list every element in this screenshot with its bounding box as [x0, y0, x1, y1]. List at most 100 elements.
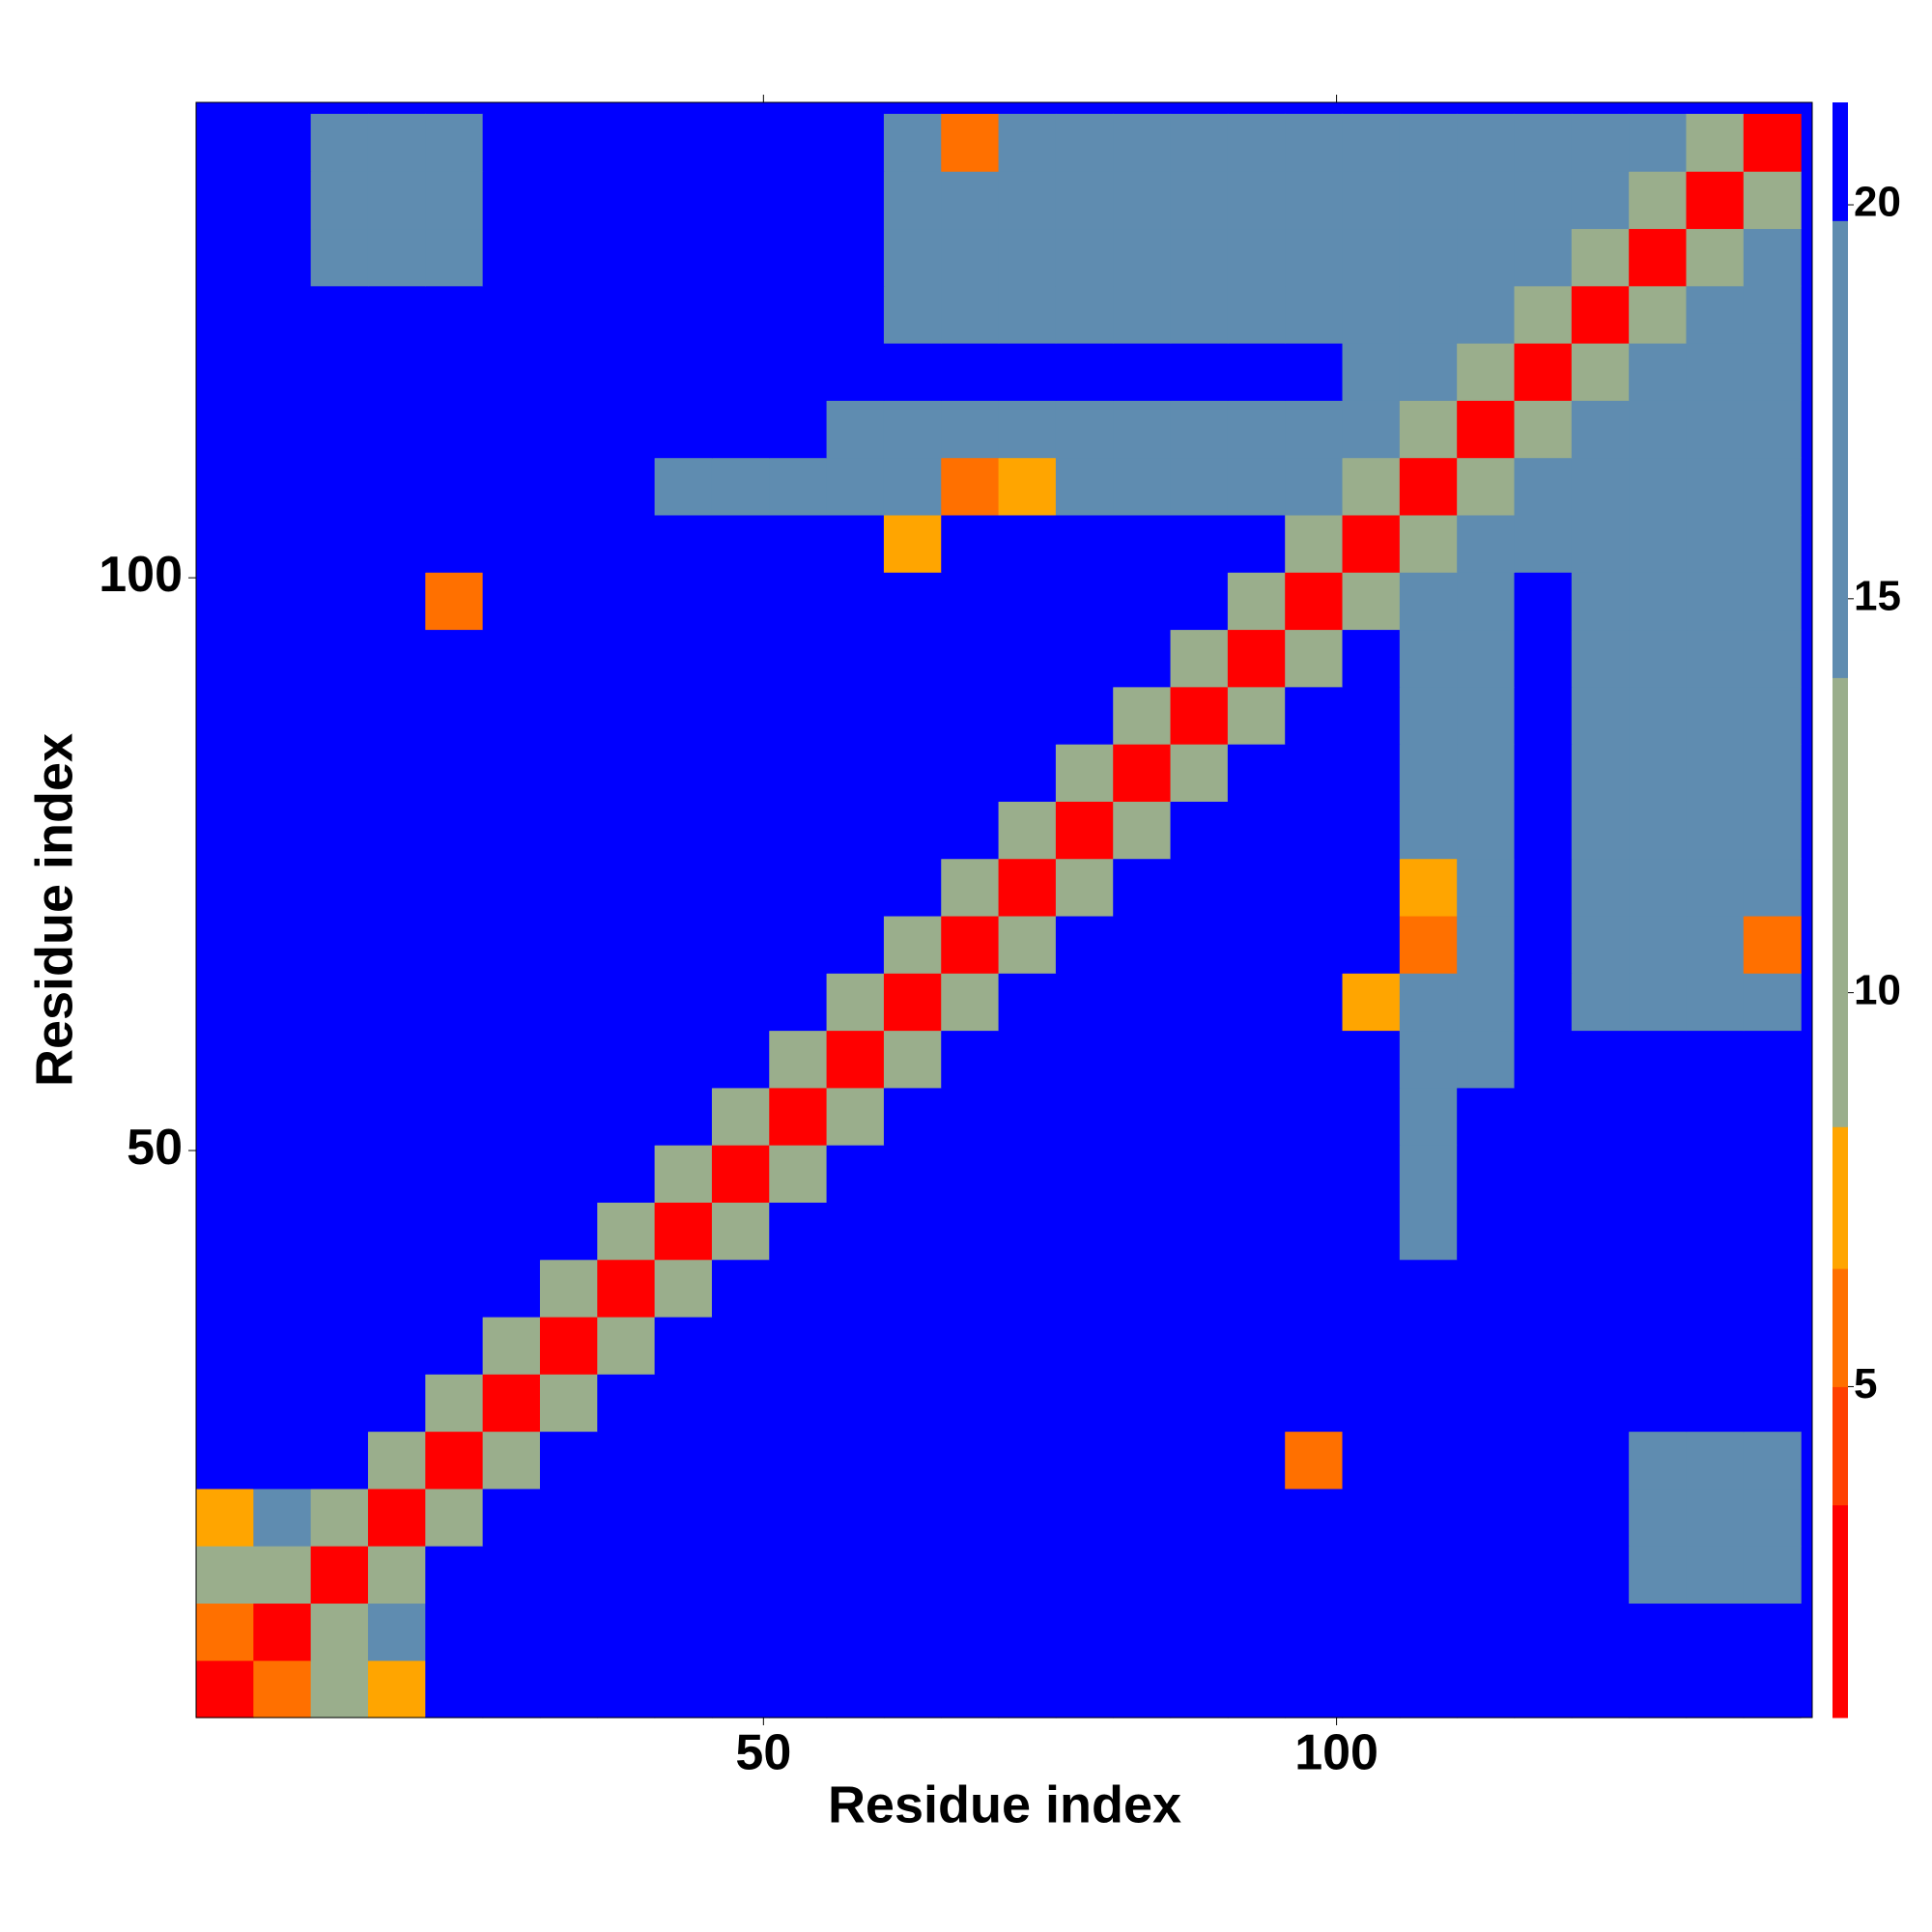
- heatmap-cell: [998, 113, 1057, 172]
- heatmap-cell: [1514, 1546, 1573, 1605]
- heatmap-cell: [826, 343, 885, 401]
- heatmap-cell: [1285, 113, 1344, 172]
- heatmap-cell: [1743, 686, 1802, 745]
- heatmap-cell: [1170, 1546, 1229, 1605]
- heatmap-cell: [1285, 1202, 1344, 1261]
- heatmap-cell: [310, 113, 369, 172]
- heatmap-cell: [769, 1603, 828, 1662]
- heatmap-cell: [1629, 228, 1688, 287]
- heatmap-cell: [1399, 1660, 1458, 1719]
- heatmap-cell: [1514, 1660, 1573, 1719]
- heatmap-cell: [883, 1030, 942, 1089]
- heatmap-cell: [826, 1546, 885, 1605]
- heatmap-cell: [883, 572, 942, 631]
- heatmap-cell: [425, 1316, 484, 1375]
- heatmap-cell: [654, 858, 713, 917]
- heatmap-cell: [196, 457, 254, 516]
- heatmap-cell: [1055, 457, 1114, 516]
- heatmap-cell: [711, 113, 770, 172]
- heatmap-cell: [826, 1316, 885, 1375]
- heatmap-cell: [711, 1374, 770, 1433]
- heatmap-cell: [1170, 572, 1229, 631]
- heatmap-cell: [1399, 744, 1458, 802]
- heatmap-cell: [367, 629, 426, 688]
- heatmap-cell: [1342, 285, 1401, 344]
- heatmap-cell: [826, 973, 885, 1032]
- heatmap-cell: [597, 744, 656, 802]
- heatmap-cell: [367, 1603, 426, 1662]
- heatmap-cell: [482, 1488, 541, 1547]
- heatmap-cell: [1170, 1603, 1229, 1662]
- heatmap-cell: [1571, 629, 1630, 688]
- heatmap-cell: [1055, 514, 1114, 573]
- heatmap-cell: [1629, 1603, 1688, 1662]
- x-axis-title: Residue index: [828, 1776, 1181, 1833]
- heatmap-cell: [883, 1259, 942, 1318]
- heatmap-cell: [1170, 686, 1229, 745]
- heatmap-cell: [1457, 400, 1516, 459]
- heatmap-cell: [539, 744, 598, 802]
- heatmap-cell: [253, 1374, 312, 1433]
- heatmap-cell: [482, 400, 541, 459]
- heatmap-cell: [941, 744, 1000, 802]
- x-tick-label: 50: [735, 1725, 791, 1781]
- heatmap-cell: [1170, 113, 1229, 172]
- colorbar-segment: [1833, 1504, 1848, 1719]
- heatmap-cell: [1457, 915, 1516, 974]
- heatmap-cell: [826, 457, 885, 516]
- heatmap-cell: [1514, 629, 1573, 688]
- heatmap-cell: [1571, 1488, 1630, 1547]
- heatmap-cell: [253, 1202, 312, 1261]
- heatmap-cell: [1514, 1202, 1573, 1261]
- heatmap-cell: [998, 1316, 1057, 1375]
- heatmap-cell: [196, 171, 254, 230]
- heatmap-cell: [711, 1087, 770, 1146]
- heatmap-cell: [998, 1660, 1057, 1719]
- heatmap-cell: [654, 1316, 713, 1375]
- heatmap-cell: [1285, 744, 1344, 802]
- heatmap-cell: [1342, 113, 1401, 172]
- heatmap-cell: [1514, 1488, 1573, 1547]
- heatmap-cell: [425, 1145, 484, 1203]
- heatmap-cell: [1571, 1546, 1630, 1605]
- heatmap-cell: [482, 1603, 541, 1662]
- heatmap-cell: [1342, 572, 1401, 631]
- heatmap-cell: [1285, 1030, 1344, 1089]
- heatmap-cell: [1227, 113, 1286, 172]
- heatmap-cell: [196, 973, 254, 1032]
- heatmap-cell: [1571, 1431, 1630, 1490]
- heatmap-cell: [769, 1202, 828, 1261]
- heatmap-cell: [1342, 400, 1401, 459]
- heatmap-cell: [1457, 1431, 1516, 1490]
- heatmap-cell: [1399, 228, 1458, 287]
- heatmap-cell: [654, 1202, 713, 1261]
- heatmap-cell: [826, 400, 885, 459]
- heatmap-cell: [1342, 343, 1401, 401]
- heatmap-cell: [1227, 629, 1286, 688]
- heatmap-cell: [253, 686, 312, 745]
- heatmap-cell: [1686, 801, 1745, 860]
- heatmap-cell: [1571, 858, 1630, 917]
- heatmap-cell: [826, 801, 885, 860]
- heatmap-cell: [1399, 514, 1458, 573]
- heatmap-cell: [711, 629, 770, 688]
- heatmap-cell: [196, 1431, 254, 1490]
- heatmap-cell: [711, 228, 770, 287]
- heatmap-cell: [941, 572, 1000, 631]
- heatmap-cell: [196, 514, 254, 573]
- heatmap-cell: [1170, 343, 1229, 401]
- heatmap-cell: [1170, 228, 1229, 287]
- heatmap-cell: [597, 1431, 656, 1490]
- heatmap-cell: [253, 228, 312, 287]
- heatmap-cell: [941, 228, 1000, 287]
- heatmap-cell: [654, 1374, 713, 1433]
- heatmap-cell: [196, 1660, 254, 1719]
- heatmap-cell: [769, 457, 828, 516]
- heatmap-cell: [539, 1030, 598, 1089]
- heatmap-cell: [769, 343, 828, 401]
- heatmap-cell: [1285, 801, 1344, 860]
- heatmap-cell: [1285, 1145, 1344, 1203]
- heatmap-cell: [826, 1087, 885, 1146]
- heatmap-cell: [1113, 1030, 1172, 1089]
- heatmap-cell: [367, 1145, 426, 1203]
